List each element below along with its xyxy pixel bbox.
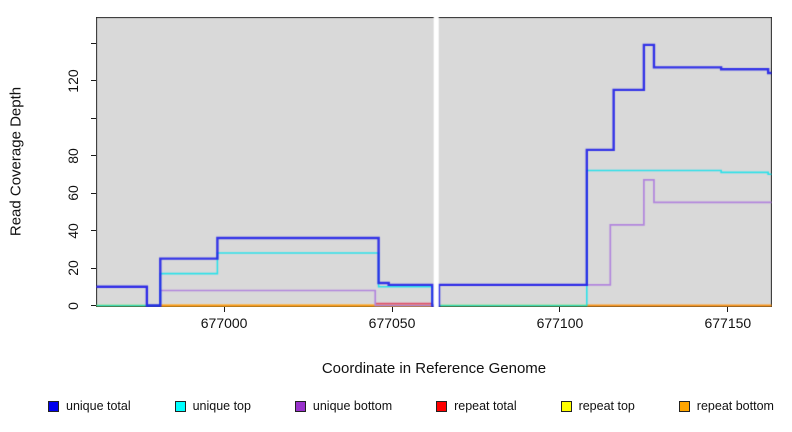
legend-label-repeat-bottom: repeat bottom	[696, 399, 774, 413]
x-tick-label-677000: 677000	[200, 315, 248, 331]
legend-label-unique-top: unique top	[192, 399, 251, 413]
legend-marker-unique-top	[174, 400, 186, 412]
x-tick-677050	[391, 307, 393, 312]
y-tick-40	[91, 230, 96, 231]
y-tick-20	[91, 267, 96, 269]
y-axis-label: Read Coverage Depth	[7, 86, 25, 237]
legend-marker-repeat-bottom	[678, 400, 690, 412]
legend-item-repeat-top: repeat top	[560, 399, 635, 413]
x-tick-677150	[727, 307, 729, 312]
plot-area-canvas	[96, 17, 772, 307]
y-tick-120	[91, 80, 96, 81]
x-tick-label-677050: 677050	[368, 315, 416, 331]
legend-marker-repeat-total	[436, 400, 448, 412]
legend-item-unique-top: unique top	[174, 399, 251, 413]
legend-label-unique-total: unique total	[66, 399, 131, 413]
y-tick-100	[91, 117, 96, 119]
y-tick-label-40: 40	[65, 222, 81, 239]
y-tick-label-80: 80	[65, 147, 81, 164]
legend-item-repeat-total: repeat total	[436, 399, 517, 413]
y-tick-label-60: 60	[65, 185, 81, 201]
x-tick-677100	[559, 307, 561, 312]
y-tick-140	[91, 42, 96, 44]
legend-marker-unique-bottom	[294, 400, 306, 412]
y-tick-80	[91, 155, 96, 156]
legend-item-unique-bottom: unique bottom	[294, 399, 393, 413]
legend-marker-unique-total	[48, 400, 59, 412]
legend-marker-repeat-top	[560, 400, 572, 412]
x-tick-label-677100: 677100	[536, 315, 584, 331]
y-tick-label-20: 20	[65, 260, 81, 276]
legend: unique total unique top unique bottom repea…	[48, 399, 774, 413]
legend-item-unique-total: unique total	[48, 399, 131, 413]
y-tick-label-0: 0	[65, 301, 81, 310]
legend-label-repeat-top: repeat top	[578, 399, 635, 413]
y-tick-60	[91, 192, 96, 194]
x-axis-label: Coordinate in Reference Genome	[321, 360, 547, 377]
y-tick-label-120: 120	[65, 68, 81, 93]
x-tick-label-677150: 677150	[704, 315, 752, 331]
legend-label-repeat-total: repeat total	[454, 399, 517, 413]
y-tick-0	[91, 305, 96, 306]
legend-item-repeat-bottom: repeat bottom	[678, 399, 774, 413]
x-tick-677000	[223, 307, 225, 312]
legend-label-unique-bottom: unique bottom	[312, 399, 393, 413]
